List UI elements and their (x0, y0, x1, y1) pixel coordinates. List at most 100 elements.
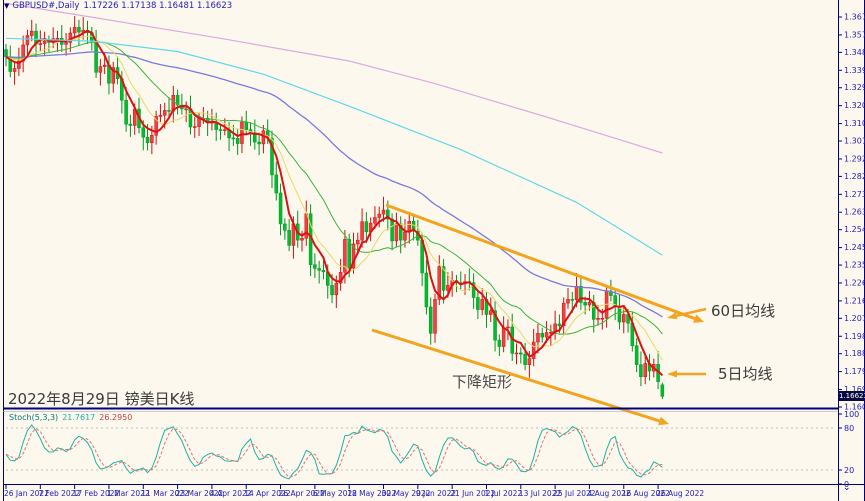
stoch-k-line (5, 424, 663, 480)
candle-body (261, 130, 266, 145)
date-axis-label: 23 Mar 2022 (176, 489, 224, 498)
chart-title-quotes: 1.17226 1.17138 1.16481 1.16623 (83, 1, 233, 11)
date-axis-label: 4 Apr 2022 (210, 489, 252, 498)
candle-body (124, 99, 128, 125)
candle-body (617, 306, 622, 323)
candle-body (514, 352, 519, 355)
candle-body (25, 35, 30, 46)
candle-body (493, 310, 497, 341)
candle-body (506, 326, 510, 329)
date-axis-label: 17 Feb 2022 (73, 489, 120, 498)
candle-body (347, 239, 351, 269)
candle-body (660, 384, 665, 397)
candle-body (570, 299, 575, 301)
candle-body (403, 231, 407, 241)
candle-body (480, 299, 484, 310)
price-axis-label: 1.28280 (844, 172, 865, 181)
candle-body (634, 345, 639, 365)
candle-body (643, 363, 647, 377)
candle-body (72, 27, 77, 34)
symbol-dropdown-icon[interactable]: ▼ (4, 2, 10, 10)
stoch-axis-label: 80 (844, 424, 854, 433)
ma5-annotation[interactable]: 5日均线 (718, 365, 773, 383)
ma10-line (5, 35, 663, 361)
candle-body (364, 221, 369, 233)
price-axis-label: 1.23580 (844, 261, 865, 270)
candle-body (102, 64, 107, 67)
candle-body (231, 137, 236, 140)
candle-body (377, 213, 381, 218)
ma5-line (5, 30, 664, 377)
candle-body (471, 282, 476, 298)
candle-body (283, 223, 287, 231)
candle-body (544, 332, 549, 338)
candle-body (386, 209, 390, 220)
candle-body (141, 127, 146, 138)
pattern-annotation[interactable]: 下降矩形 (452, 373, 513, 391)
candle-body (381, 209, 386, 215)
price-axis-label: 1.16980 (844, 385, 865, 394)
candle-body (561, 302, 566, 327)
ma60-annotation[interactable]: 60日均线 (711, 302, 776, 320)
ma120-line (5, 37, 663, 256)
candle-body (162, 110, 167, 116)
candle-body (218, 129, 223, 131)
candle-body (313, 264, 317, 269)
candle-body (4, 49, 8, 58)
candle-body (235, 138, 240, 144)
title-bar: ▼ GBPUSD#,Daily 1.17226 1.17138 1.16481 1.… (4, 1, 236, 11)
candle-body (240, 121, 244, 144)
stoch-level-lines (6, 427, 836, 471)
headline-annotation[interactable]: 2022年8月29日 镑美日K线 (8, 390, 195, 408)
candle-body (356, 239, 360, 245)
candle-body (154, 116, 158, 136)
candle-body (587, 302, 592, 306)
price-axis: 1.36730 1.35780 1.34855 1.33905 1.32980 1.320… (838, 13, 865, 412)
date-axis-label: 7 Feb 2022 (38, 489, 80, 498)
price-axis-label: 1.18880 (844, 349, 865, 358)
candle-body (441, 266, 446, 291)
candle-body (145, 136, 150, 144)
candle-body (596, 317, 600, 320)
stochastic-lines (5, 424, 663, 480)
date-axis-label: 14 Apr 2022 (244, 489, 291, 498)
indicator-label: Stoch(5,3,3) 21.7617 26.2950 (9, 413, 132, 422)
candle-body (42, 40, 47, 44)
candle-body (437, 266, 442, 300)
candle-body (29, 30, 34, 36)
candle-body (111, 67, 115, 84)
stoch-axis-label: 20 (844, 466, 854, 475)
candle-body (549, 331, 553, 334)
candle-body (540, 333, 544, 338)
candle-body (175, 95, 180, 106)
candle-body (424, 272, 429, 308)
date-axis-label: 13 Jul 2022 (519, 489, 562, 498)
ma20-line (5, 41, 663, 335)
price-axis-label: 1.31080 (844, 119, 865, 128)
scroll-end-icon[interactable]: ⌄ (843, 483, 851, 493)
date-axis-label: 9 Jun 2022 (416, 489, 457, 498)
trendline-annotations[interactable] (371, 203, 707, 426)
date-axis-label: 1 Jul 2022 (484, 489, 522, 498)
stoch-axis: 100 80 20 0 (838, 410, 859, 489)
candle-body (394, 223, 399, 242)
candle-body (527, 358, 532, 365)
price-axis-label: 1.26380 (844, 208, 865, 217)
candle-body (223, 129, 227, 131)
candle-body (64, 42, 68, 45)
candle-body (334, 282, 339, 296)
date-axis-label: 30 May 2022 (382, 489, 431, 498)
date-axis-label: 18 May 2022 (347, 489, 396, 498)
price-axis-label: 1.34855 (844, 48, 865, 57)
stoch-d-line (5, 428, 663, 478)
date-axis-label: 4 Aug 2022 (587, 489, 630, 498)
candle-body (557, 323, 562, 327)
date-axis-label: 11 Mar 2022 (141, 489, 189, 498)
candle-body (351, 243, 356, 269)
candle-body (270, 138, 274, 176)
price-axis-label: 1.16055 (844, 403, 865, 412)
stoch-axis-label: 100 (844, 410, 859, 419)
